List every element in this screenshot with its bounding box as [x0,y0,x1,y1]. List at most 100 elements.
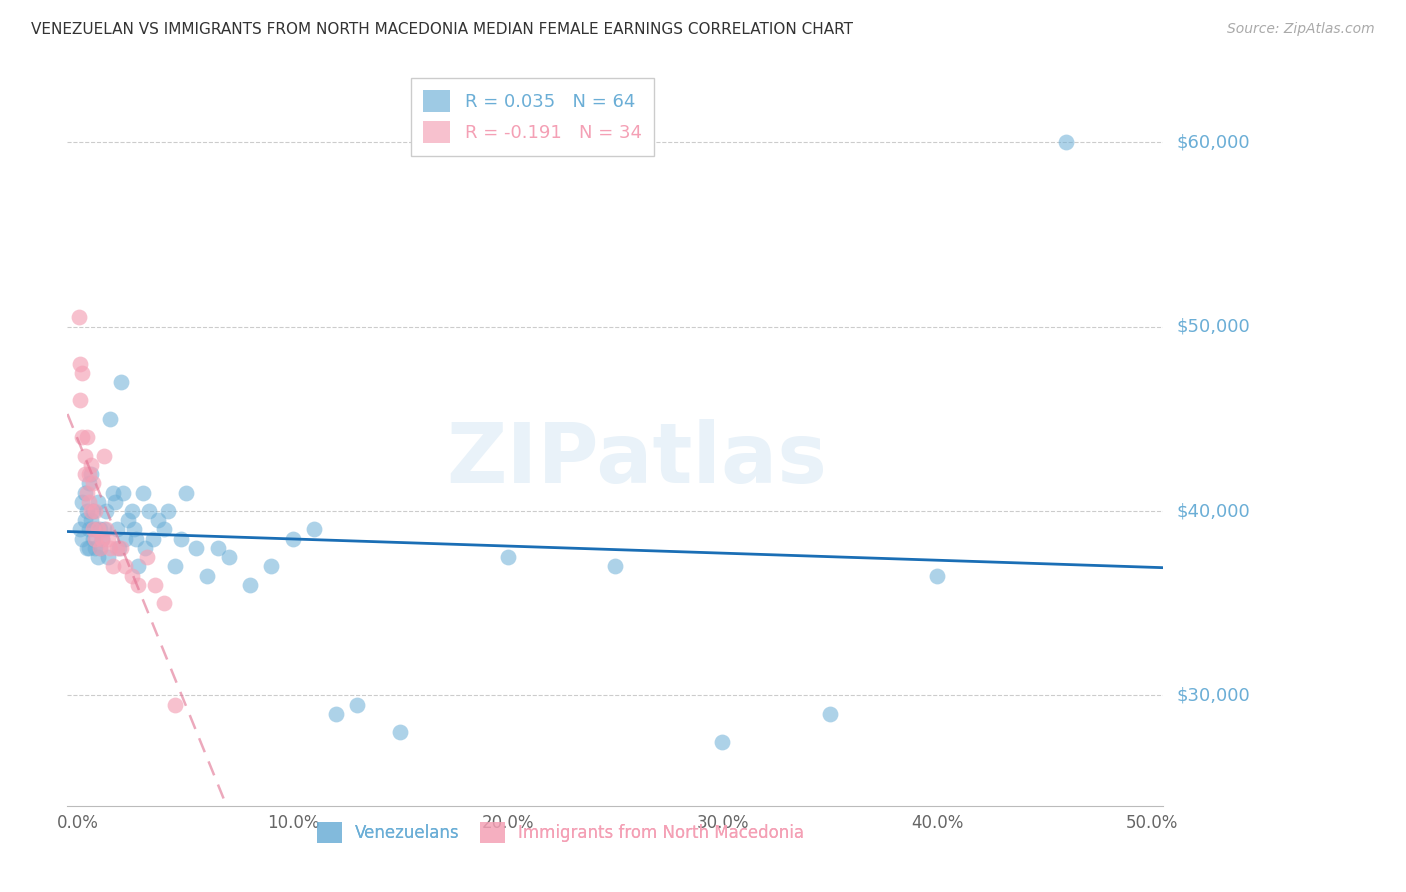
Point [346,698,368,712]
Point [86,550,108,565]
Point [207,541,229,555]
Point [84,504,107,518]
Point [122,523,145,537]
Point [138,504,160,518]
Point [927,568,949,582]
Point [73,485,96,500]
Point [112,485,135,500]
Point [82,523,104,537]
Point [142,532,165,546]
Point [281,532,304,546]
Point [86,523,108,537]
Point [496,550,519,565]
Point [82,476,104,491]
Point [121,568,143,582]
Point [69,393,91,408]
Point [82,532,104,546]
Text: $50,000: $50,000 [1177,318,1250,335]
Point [105,523,128,537]
Point [105,541,128,555]
Point [89,541,111,555]
Point [93,449,115,463]
Point [145,578,167,592]
Point [711,734,734,748]
Point [93,523,115,537]
Point [97,550,120,565]
Point [101,559,124,574]
Point [110,375,132,389]
Point [114,559,136,574]
Point [76,504,98,518]
Point [80,504,103,518]
Point [163,559,186,574]
Point [67,310,90,325]
Point [73,467,96,482]
Text: $40,000: $40,000 [1177,502,1250,520]
Point [163,698,186,712]
Point [110,541,132,555]
Point [94,504,117,518]
Point [90,532,112,546]
Text: $30,000: $30,000 [1177,687,1250,705]
Point [389,725,412,739]
Point [76,485,98,500]
Point [114,532,136,546]
Point [218,550,240,565]
Point [100,412,122,426]
Point [153,523,176,537]
Point [72,430,94,444]
Point [170,532,193,546]
Point [104,495,127,509]
Point [76,430,98,444]
Text: $60,000: $60,000 [1177,133,1250,152]
Legend: Venezuelans, Immigrants from North Macedonia: Venezuelans, Immigrants from North Maced… [309,815,811,849]
Point [90,532,112,546]
Point [121,504,143,518]
Point [135,550,157,565]
Point [89,541,111,555]
Text: Source: ZipAtlas.com: Source: ZipAtlas.com [1227,22,1375,37]
Point [77,541,100,555]
Point [108,541,131,555]
Point [134,541,156,555]
Point [153,596,176,610]
Point [131,485,153,500]
Point [603,559,626,574]
Point [89,523,111,537]
Point [97,532,120,546]
Point [77,495,100,509]
Point [73,449,96,463]
Point [77,476,100,491]
Point [72,366,94,380]
Point [195,568,218,582]
Point [239,578,262,592]
Point [100,541,122,555]
Point [127,578,149,592]
Point [101,485,124,500]
Point [304,523,326,537]
Point [325,706,347,721]
Point [80,467,103,482]
Point [818,706,841,721]
Point [76,541,98,555]
Point [117,513,139,527]
Point [69,523,91,537]
Point [73,513,96,527]
Point [186,541,208,555]
Point [72,495,94,509]
Point [86,495,108,509]
Text: VENEZUELAN VS IMMIGRANTS FROM NORTH MACEDONIA MEDIAN FEMALE EARNINGS CORRELATION: VENEZUELAN VS IMMIGRANTS FROM NORTH MACE… [31,22,853,37]
Point [94,523,117,537]
Point [125,532,148,546]
Point [82,504,104,518]
Point [157,504,180,518]
Point [174,485,197,500]
Point [77,523,100,537]
Point [1054,136,1077,150]
Point [72,532,94,546]
Point [84,532,107,546]
Point [84,523,107,537]
Point [69,357,91,371]
Point [84,541,107,555]
Point [77,467,100,482]
